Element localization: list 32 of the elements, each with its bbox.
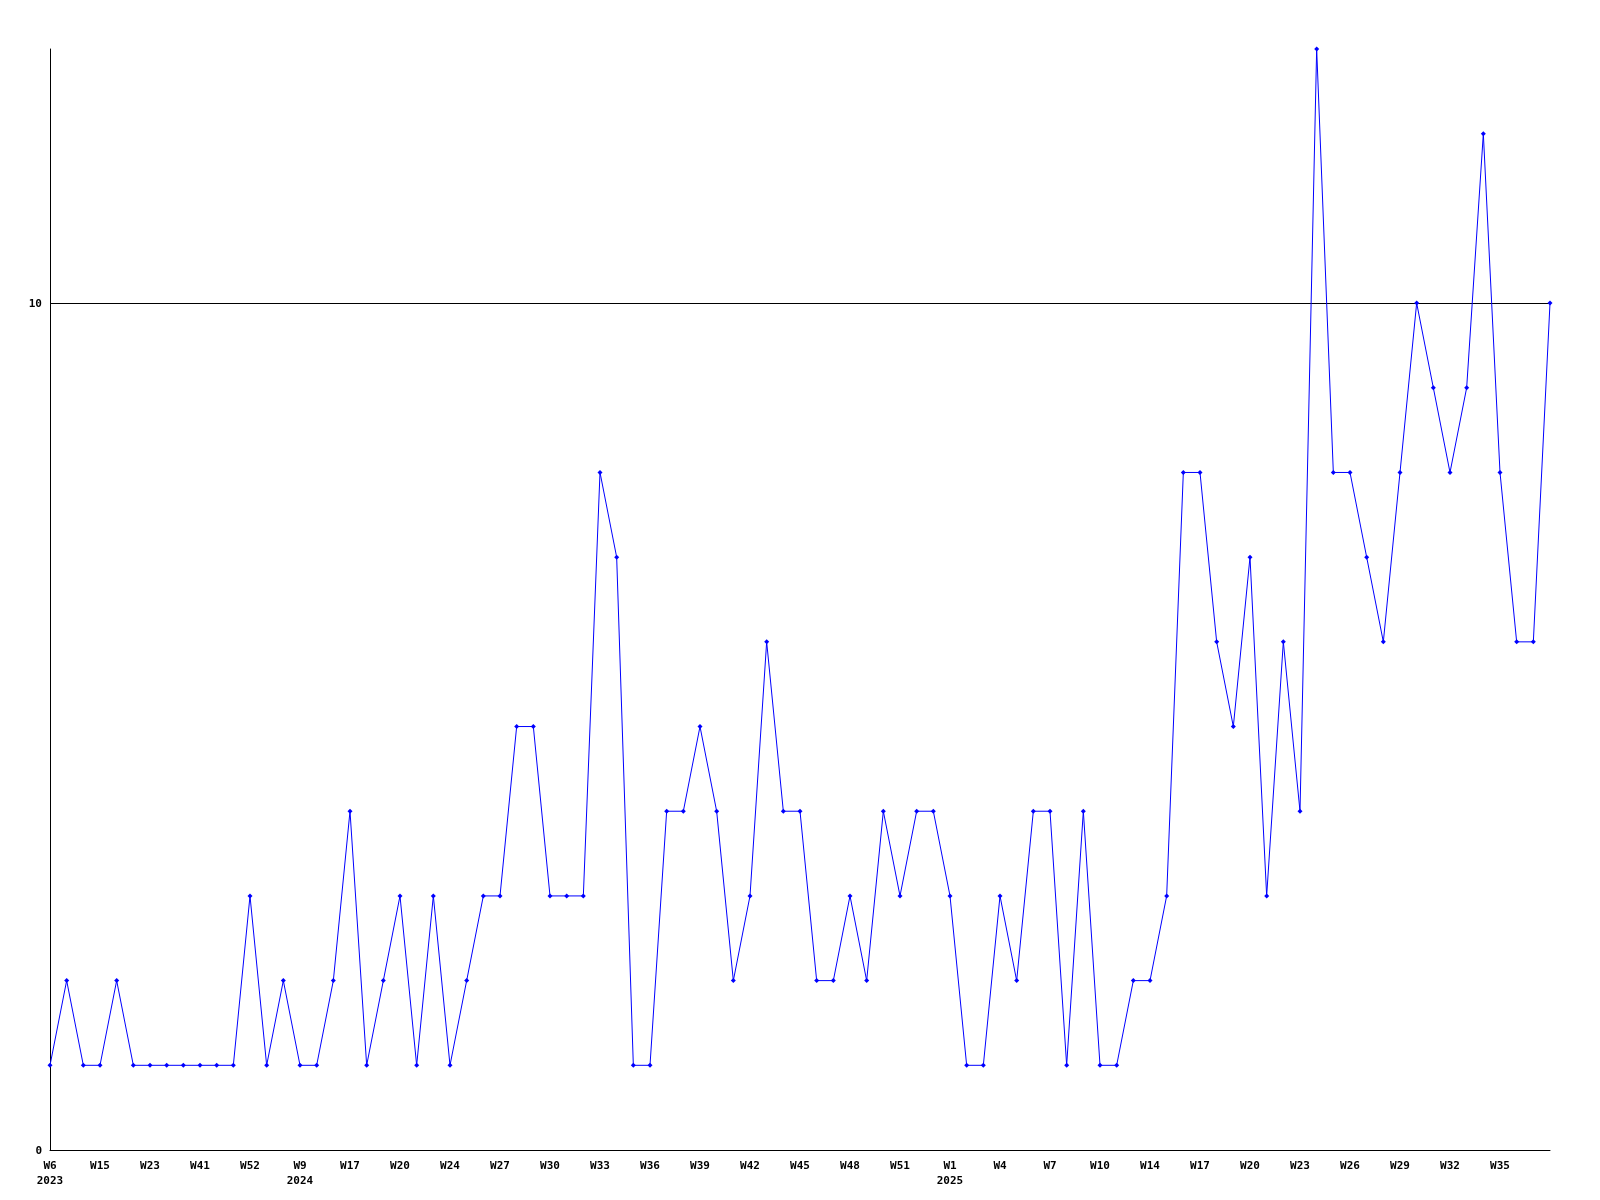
x-tick-label: W1 2025 — [936, 1159, 964, 1187]
x-tick-label: W7 — [1043, 1159, 1057, 1172]
x-tick-label: W48 — [840, 1159, 860, 1172]
x-tick-label: W51 — [890, 1159, 911, 1172]
x-tick-label: W9 2024 — [286, 1159, 314, 1187]
x-tick-label: W23 — [140, 1159, 160, 1172]
x-tick-label: W10 — [1090, 1159, 1110, 1172]
x-tick-label: W32 — [1440, 1159, 1460, 1172]
x-tick-label: W23 — [1290, 1159, 1310, 1172]
x-tick-label: W20 — [1240, 1159, 1260, 1172]
x-tick-label: W6 2023 — [36, 1159, 64, 1187]
x-tick-label: W42 — [740, 1159, 760, 1172]
x-tick-label: W39 — [690, 1159, 710, 1172]
x-tick-label: W17 — [340, 1159, 360, 1172]
x-tick-label: W52 — [240, 1159, 260, 1172]
y-tick-label: 10 — [28, 296, 42, 310]
x-tick-label: W36 — [640, 1159, 661, 1172]
x-tick-label: W24 — [440, 1159, 461, 1172]
x-tick-label: W41 — [190, 1159, 211, 1172]
y-tick-label: 0 — [35, 1143, 42, 1157]
x-tick-label: W33 — [590, 1159, 610, 1172]
x-tick-label: W4 — [993, 1159, 1007, 1172]
x-tick-label: W35 — [1490, 1159, 1510, 1172]
x-tick-label: W27 — [490, 1159, 510, 1172]
x-tick-label: W26 — [1340, 1159, 1361, 1172]
x-tick-label: W20 — [390, 1159, 410, 1172]
x-tick-label: W17 — [1190, 1159, 1210, 1172]
x-tick-label: W14 — [1140, 1159, 1161, 1172]
x-tick-label: W29 — [1390, 1159, 1410, 1172]
x-tick-label: W45 — [790, 1159, 810, 1172]
x-tick-label: W30 — [540, 1159, 560, 1172]
x-tick-label: W15 — [90, 1159, 110, 1172]
